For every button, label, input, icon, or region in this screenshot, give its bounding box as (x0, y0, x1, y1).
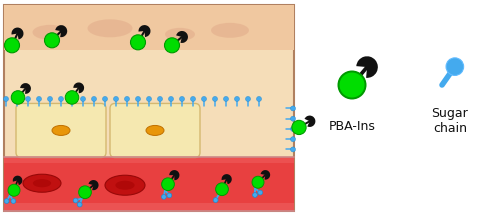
Circle shape (158, 97, 162, 101)
Circle shape (252, 193, 258, 197)
Circle shape (44, 33, 60, 48)
Wedge shape (138, 25, 150, 37)
Bar (4, 157, 294, 163)
Circle shape (124, 97, 130, 101)
Circle shape (180, 97, 184, 101)
Circle shape (80, 97, 86, 101)
Wedge shape (176, 31, 188, 43)
FancyBboxPatch shape (16, 103, 106, 157)
Circle shape (292, 120, 306, 135)
Circle shape (290, 126, 296, 131)
Circle shape (4, 97, 8, 101)
Circle shape (4, 38, 20, 53)
Circle shape (164, 38, 180, 53)
Ellipse shape (88, 19, 132, 37)
Text: Sugar
chain: Sugar chain (432, 107, 469, 135)
Circle shape (11, 91, 25, 104)
Circle shape (146, 97, 152, 101)
Circle shape (26, 97, 30, 101)
Circle shape (256, 97, 262, 101)
Ellipse shape (23, 174, 61, 192)
Text: PBA-Ins: PBA-Ins (328, 120, 376, 134)
Ellipse shape (33, 179, 51, 187)
Circle shape (216, 183, 228, 196)
Circle shape (102, 97, 108, 101)
Circle shape (338, 72, 365, 98)
Circle shape (48, 97, 52, 101)
Circle shape (213, 198, 218, 203)
Wedge shape (56, 25, 67, 37)
Ellipse shape (211, 23, 249, 38)
Circle shape (14, 97, 20, 101)
Circle shape (190, 97, 196, 101)
Wedge shape (356, 56, 378, 78)
Circle shape (74, 198, 78, 203)
Circle shape (162, 178, 174, 190)
Circle shape (114, 97, 118, 101)
Wedge shape (20, 83, 31, 94)
Circle shape (224, 97, 228, 101)
Circle shape (290, 137, 296, 142)
Ellipse shape (105, 175, 145, 195)
Circle shape (168, 97, 173, 101)
Wedge shape (169, 170, 179, 180)
Circle shape (162, 194, 166, 199)
FancyBboxPatch shape (110, 103, 200, 157)
Ellipse shape (116, 181, 134, 190)
Wedge shape (74, 83, 84, 93)
Ellipse shape (165, 28, 195, 41)
Ellipse shape (146, 125, 164, 135)
Wedge shape (304, 116, 316, 127)
Circle shape (446, 58, 464, 75)
Circle shape (11, 199, 16, 203)
Bar (4, 203, 294, 211)
Circle shape (36, 97, 42, 101)
Circle shape (258, 190, 262, 195)
Circle shape (4, 199, 9, 203)
Ellipse shape (52, 125, 70, 135)
Circle shape (136, 97, 140, 101)
Circle shape (130, 35, 146, 50)
Wedge shape (88, 180, 99, 190)
Circle shape (78, 186, 92, 199)
Circle shape (58, 97, 64, 101)
Circle shape (167, 193, 172, 198)
Wedge shape (12, 28, 24, 39)
Ellipse shape (32, 25, 68, 40)
Circle shape (290, 106, 296, 111)
Circle shape (246, 97, 250, 101)
Circle shape (92, 97, 96, 101)
Circle shape (78, 202, 82, 207)
Wedge shape (222, 174, 232, 184)
Circle shape (70, 97, 74, 101)
Circle shape (212, 97, 218, 101)
Circle shape (252, 176, 264, 188)
Bar (4, 157, 294, 211)
Circle shape (202, 97, 206, 101)
Circle shape (290, 116, 296, 121)
Wedge shape (260, 170, 270, 180)
Circle shape (8, 184, 20, 196)
Circle shape (234, 97, 240, 101)
Bar (4, 5, 294, 50)
Circle shape (65, 91, 79, 104)
Circle shape (290, 147, 296, 152)
Wedge shape (13, 176, 22, 185)
FancyBboxPatch shape (4, 5, 294, 211)
